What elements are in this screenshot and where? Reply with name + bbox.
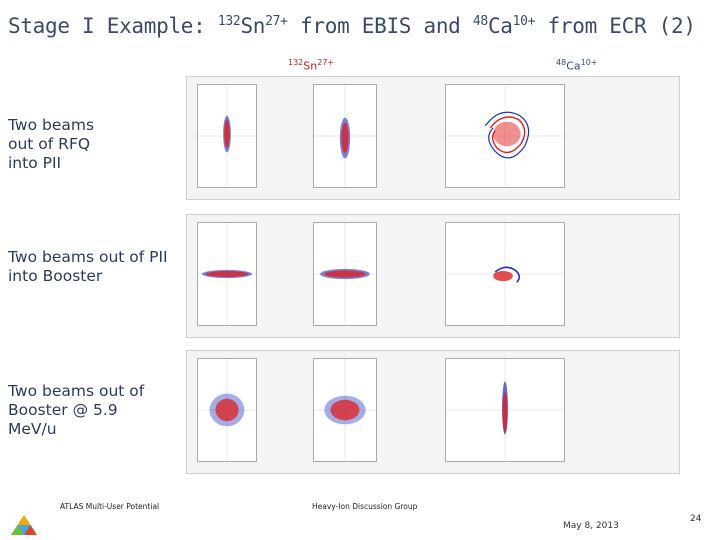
- phase-plot-y: [313, 358, 377, 462]
- footer-center: Heavy-Ion Discussion Group: [312, 502, 418, 511]
- simulation-panel-pii: [186, 214, 680, 338]
- sn-column-label: 132Sn27+: [288, 58, 335, 73]
- phase-plot-x: [197, 358, 257, 462]
- page-number: 24: [690, 514, 702, 524]
- row-label-pii: Two beams out of PII into Booster: [8, 248, 168, 285]
- phase-plot-y: [313, 84, 377, 188]
- row-label-booster: Two beams out of Booster @ 5.9 MeV/u: [8, 382, 145, 438]
- phase-plot-x: [197, 84, 257, 188]
- phase-plot-longitudinal: [445, 222, 565, 326]
- footer-left: ATLAS Multi-User Potential: [60, 502, 160, 511]
- ca-column-label: 48Ca10+: [556, 58, 598, 73]
- lab-logo-icon: [11, 515, 37, 535]
- simulation-panel-rfq: [186, 76, 680, 200]
- phase-plot-longitudinal: [445, 84, 565, 188]
- footer-date: May 8, 2013: [563, 521, 619, 531]
- phase-plot-y: [313, 222, 377, 326]
- phase-plot-longitudinal: [445, 358, 565, 462]
- simulation-panel-booster: [186, 350, 680, 474]
- phase-plot-x: [197, 222, 257, 326]
- slide-title: Stage I Example: 132Sn27+ from EBIS and …: [8, 14, 696, 38]
- row-label-rfq: Two beams out of RFQ into PII: [8, 116, 95, 172]
